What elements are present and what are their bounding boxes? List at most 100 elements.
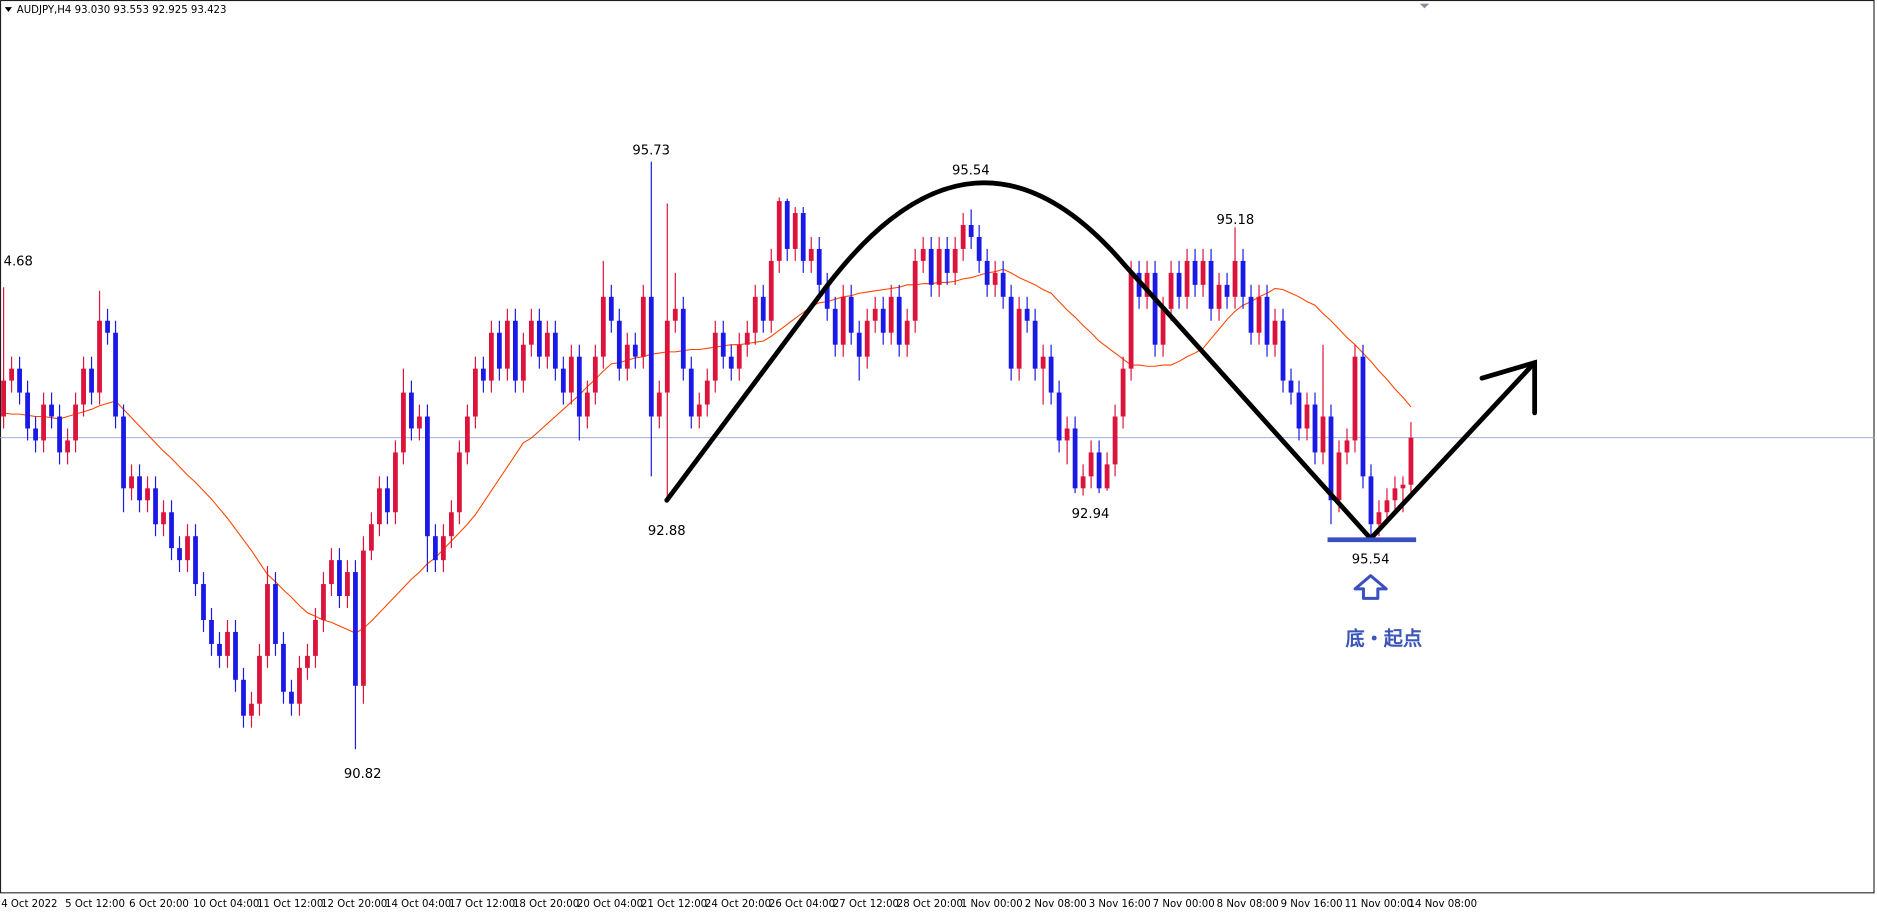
candle-body <box>568 356 574 393</box>
candle-body <box>1352 356 1358 441</box>
candle-body <box>185 536 190 561</box>
candle-body <box>1272 320 1278 345</box>
candle-body <box>776 201 782 261</box>
candle-body <box>944 248 950 273</box>
marks <box>0 161 1875 750</box>
candle-body <box>848 296 854 333</box>
candle-body <box>1120 368 1126 417</box>
candle-body <box>624 344 630 369</box>
candle-body <box>1240 260 1246 297</box>
candle-body <box>281 643 286 692</box>
shift-marker <box>1419 3 1430 9</box>
candle-body <box>1144 272 1150 297</box>
candle-body <box>65 440 70 453</box>
candle-body <box>225 631 230 656</box>
candle-body <box>25 392 30 429</box>
candle-body <box>369 524 374 551</box>
candle-body <box>704 380 710 405</box>
candle-body <box>1024 308 1030 321</box>
candle-body <box>1360 356 1366 477</box>
x-tick-label: 4 Oct 2022 <box>1 899 57 910</box>
candle-body <box>1288 380 1294 393</box>
x-tick-label: 3 Nov 16:00 <box>1089 899 1151 910</box>
candle-body <box>1304 404 1310 429</box>
candle-body <box>81 368 86 405</box>
candle-body <box>401 392 406 453</box>
candle-body <box>592 356 598 393</box>
candle-body <box>129 476 134 489</box>
candle-body <box>688 368 694 417</box>
candle-body <box>600 296 606 357</box>
x-tick-label: 26 Oct 04:00 <box>769 899 835 910</box>
candle-body <box>1088 452 1094 477</box>
candle-body <box>672 308 678 321</box>
candle-body <box>520 344 526 381</box>
up-arrow-icon <box>1353 574 1388 600</box>
x-tick-label: 5 Oct 12:00 <box>65 899 125 910</box>
candle-body <box>968 225 974 237</box>
candle-body <box>680 308 686 369</box>
candle-body <box>744 332 750 345</box>
candle-body <box>936 248 942 285</box>
candle-body <box>616 320 622 369</box>
candle-body <box>1320 416 1326 453</box>
candle-body <box>760 296 766 321</box>
x-tick-label: 2 Nov 08:00 <box>1025 899 1087 910</box>
candle-body <box>1192 260 1198 285</box>
candle-body <box>1296 392 1302 429</box>
price-annotation: 4.68 <box>4 255 33 270</box>
x-tick-label: 12 Oct 20:00 <box>321 899 387 910</box>
candle-body <box>361 550 366 686</box>
candle-body <box>608 296 614 321</box>
price-annotation: 95.18 <box>1217 213 1255 228</box>
pattern-curve <box>664 180 1538 541</box>
candle-body <box>97 320 102 393</box>
candle-body <box>321 584 326 620</box>
candle-body <box>153 488 158 525</box>
candle-body <box>313 619 318 656</box>
candle-body <box>768 260 774 321</box>
candle-body <box>1128 272 1134 369</box>
candle-body <box>1160 308 1166 345</box>
candle-body <box>984 260 990 285</box>
price-annotation: 90.82 <box>344 767 382 782</box>
candle-body <box>417 416 422 429</box>
candle-body <box>1168 272 1174 309</box>
candle-body <box>888 296 894 333</box>
candle-body <box>560 368 566 393</box>
candle-body <box>1368 476 1374 525</box>
candle-body <box>345 572 350 597</box>
candle-body <box>840 296 846 345</box>
price-annotation: 95.73 <box>632 143 670 158</box>
x-tick-label: 9 Nov 16:00 <box>1281 899 1343 910</box>
x-tick-label: 10 Oct 04:00 <box>193 899 259 910</box>
candle-body <box>121 416 126 489</box>
candle-body <box>832 308 838 345</box>
candle-body <box>1112 416 1118 465</box>
candle-body <box>1008 296 1014 369</box>
candle-body <box>385 488 390 513</box>
candle-body <box>736 344 742 369</box>
candle-body <box>496 332 502 369</box>
candle-body <box>440 536 446 561</box>
x-tick-label: 20 Oct 04:00 <box>577 899 643 910</box>
candle-body <box>952 248 958 273</box>
candle-body <box>1344 440 1350 453</box>
candle-body <box>1264 296 1270 345</box>
candle-body <box>33 428 38 441</box>
candle-body <box>1072 428 1078 489</box>
candle-body <box>233 631 238 680</box>
candle-body <box>1328 416 1334 501</box>
candle-body <box>49 404 54 417</box>
candle-body <box>584 392 590 417</box>
candle-body <box>1400 484 1406 489</box>
candle-body <box>241 679 246 716</box>
candle-body <box>1048 356 1054 393</box>
candle-body <box>904 320 910 345</box>
candle-body <box>1 380 6 417</box>
candle-body <box>1232 260 1238 297</box>
candle-body <box>528 320 534 345</box>
candle-body <box>464 416 470 453</box>
x-tick-label: 18 Oct 20:00 <box>513 899 579 910</box>
